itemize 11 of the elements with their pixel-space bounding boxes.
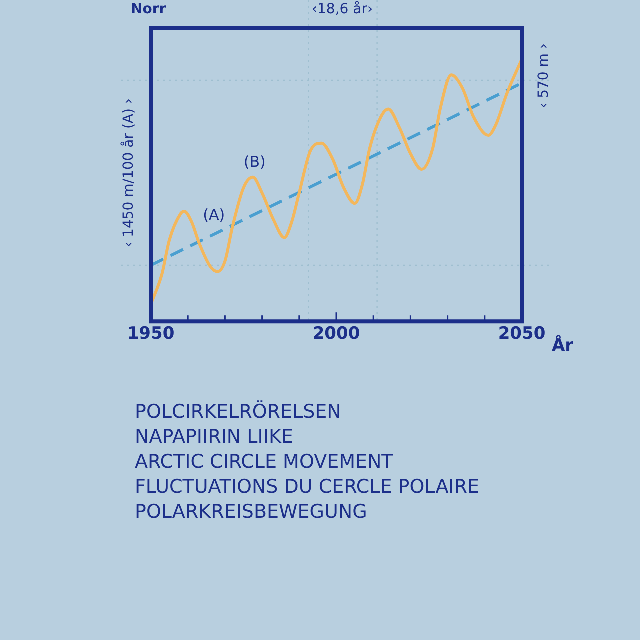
x-tick-label: 1950 — [127, 324, 175, 344]
x-tick-label: 2050 — [498, 324, 546, 344]
y-axis-title: ‹ 1450 m/100 år (A) › — [121, 97, 137, 250]
annotation: (B) — [244, 152, 266, 171]
text: Norr — [131, 2, 166, 18]
text: POLCIRKELRÖRELSEN NAPAPIIRIN LIIKE ARCTIC CIRCLE MOVEMENT FLUCTUATIONS DU CERCLE POLAIRE POLARKREISBEWEGUNG — [135, 400, 480, 525]
y2-axis-title: ‹ 570 m › — [536, 42, 552, 110]
annotation: (A) — [203, 206, 226, 224]
x-axis-title: År — [552, 336, 574, 356]
text: ‹18,6 år› — [312, 0, 374, 18]
x-tick-label: 2000 — [312, 324, 360, 344]
